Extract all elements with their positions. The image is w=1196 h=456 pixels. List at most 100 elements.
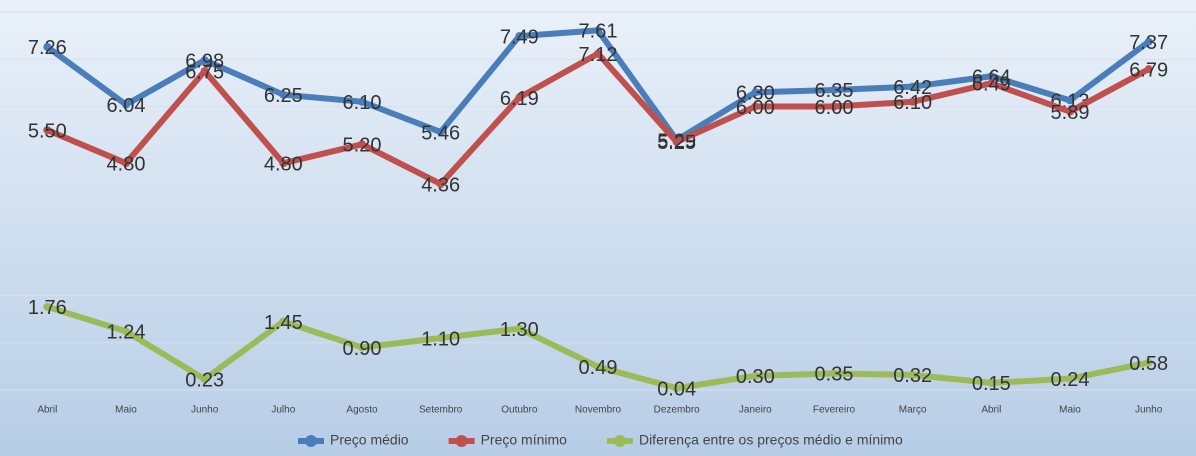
value-label: 0.24 (1051, 369, 1090, 391)
marker (672, 137, 681, 146)
x-tick-label: Abril (981, 405, 1001, 416)
value-label: 6.30 (736, 83, 775, 105)
legend-marker (305, 435, 317, 447)
marker (594, 362, 602, 371)
x-tick-label: Abril (37, 405, 57, 416)
marker (1144, 358, 1153, 367)
x-tick-label: Outubro (501, 405, 538, 416)
legend-marker (613, 435, 626, 447)
marker (279, 317, 288, 326)
marker (122, 159, 130, 168)
marker (987, 378, 996, 387)
marker (1144, 37, 1153, 46)
value-label: 0.49 (579, 357, 618, 379)
value-label: 1.45 (264, 312, 303, 334)
marker (43, 302, 52, 311)
x-tick-label: Maio (1059, 405, 1081, 416)
value-label: 6.49 (972, 74, 1011, 96)
marker (1066, 374, 1074, 383)
marker (200, 67, 209, 76)
x-tick-label: Junho (1135, 405, 1163, 416)
legend-marker (455, 435, 468, 447)
value-label: 6.10 (343, 92, 382, 114)
marker (436, 128, 445, 137)
marker (279, 90, 288, 99)
marker (436, 334, 445, 343)
marker (279, 159, 288, 168)
value-label: 5.89 (1051, 102, 1090, 124)
value-label: 0.90 (343, 338, 382, 360)
x-tick-label: Fevereiro (813, 405, 856, 416)
value-label: 0.35 (815, 364, 854, 386)
value-label: 0.58 (1129, 353, 1168, 375)
value-label: 0.30 (736, 366, 775, 388)
marker (908, 97, 917, 106)
value-label: 4.80 (107, 153, 146, 175)
x-tick-label: Janeiro (739, 405, 772, 416)
value-label: 1.76 (28, 297, 67, 319)
value-label: 7.49 (500, 26, 539, 48)
value-label: 6.35 (815, 80, 854, 102)
value-label: 1.30 (500, 319, 539, 341)
marker (122, 100, 130, 109)
value-label: 5.46 (421, 122, 460, 144)
value-label: 0.04 (657, 378, 696, 400)
value-label: 7.37 (1129, 32, 1168, 54)
value-label: 5.50 (28, 120, 67, 142)
value-label: 6.25 (264, 85, 303, 107)
x-tick-label: Dezembro (654, 405, 701, 416)
marker (594, 49, 602, 58)
x-tick-label: Julho (271, 405, 295, 416)
value-label: 0.15 (972, 373, 1011, 395)
x-tick-label: Agosto (346, 405, 378, 416)
value-label: 7.61 (579, 21, 618, 43)
marker (358, 343, 366, 352)
value-label: 6.42 (893, 77, 932, 99)
x-tick-label: Maio (115, 405, 137, 416)
value-label: 6.19 (500, 88, 539, 110)
marker (436, 179, 445, 188)
marker (830, 102, 838, 111)
marker (594, 26, 602, 35)
value-label: 6.04 (107, 95, 146, 117)
value-label: 1.10 (421, 328, 460, 350)
x-tick-label: Junho (191, 405, 219, 416)
marker (830, 369, 838, 378)
value-label: 7.12 (579, 44, 618, 66)
value-label: 6.79 (1129, 59, 1168, 81)
legend-label: Diferença entre os preços médio e mínimo (639, 432, 903, 448)
marker (200, 375, 209, 384)
value-label: 6.98 (185, 50, 224, 72)
x-tick-label: Setembro (419, 405, 463, 416)
marker (751, 88, 760, 97)
value-label: 0.23 (185, 369, 224, 391)
marker (200, 56, 209, 65)
value-label: 4.36 (421, 174, 460, 196)
x-tick-label: Novembro (575, 405, 622, 416)
marker (358, 140, 366, 149)
value-label: 5.25 (657, 132, 696, 154)
marker (1066, 107, 1074, 116)
marker (1144, 65, 1153, 74)
value-label: 6.75 (185, 61, 224, 83)
value-label: 6.00 (736, 97, 775, 119)
marker (1066, 96, 1074, 105)
marker (987, 72, 996, 81)
marker (987, 79, 996, 88)
value-label: 0.32 (893, 365, 932, 387)
value-label: 6.00 (815, 97, 854, 119)
value-label: 1.24 (107, 322, 146, 344)
value-label: 4.80 (264, 153, 303, 175)
value-label: 7.26 (28, 37, 67, 59)
value-label: 5.20 (343, 135, 382, 157)
marker (751, 371, 760, 380)
x-tick-label: Março (899, 405, 927, 416)
marker (830, 85, 838, 94)
marker (122, 327, 130, 336)
legend-label: Preço médio (330, 432, 409, 448)
marker (515, 32, 524, 41)
marker (751, 102, 760, 111)
marker (43, 42, 52, 51)
marker (908, 370, 917, 379)
